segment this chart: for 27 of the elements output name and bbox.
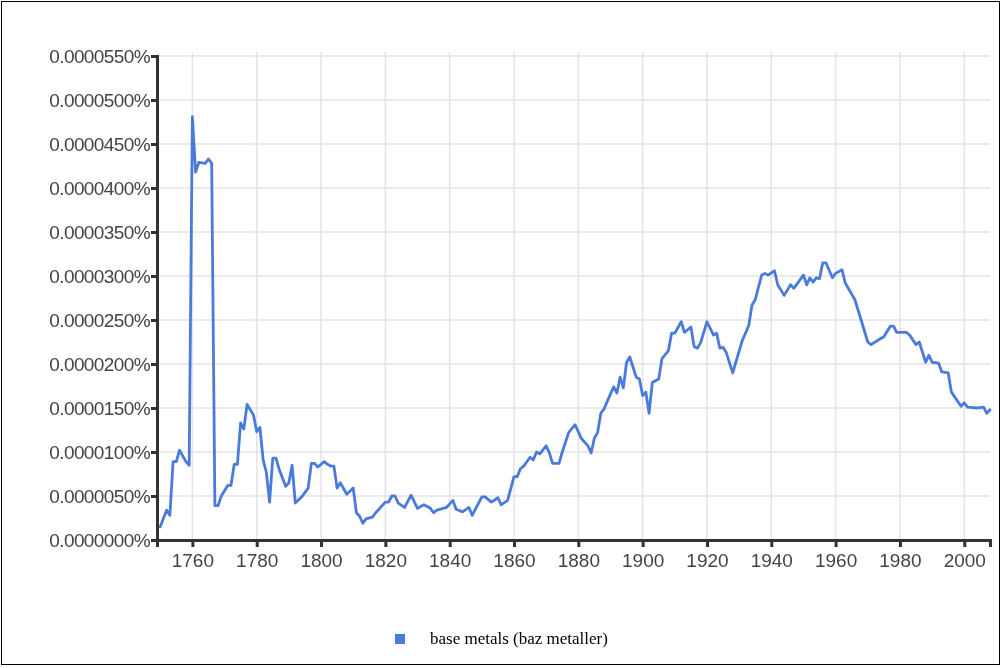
x-tick-label: 1960	[814, 550, 858, 572]
x-tick-label: 1940	[750, 550, 793, 572]
line-series	[158, 115, 992, 529]
x-tick-label: 1800	[300, 550, 343, 572]
y-tick-label: 0.0000350%	[49, 221, 151, 243]
x-tick-label: 1840	[429, 550, 472, 572]
y-tick-label: 0.0000100%	[49, 441, 151, 463]
x-tick-label: 1900	[622, 550, 665, 572]
x-tick-label: 1860	[493, 550, 536, 572]
y-tick-label: 0.0000500%	[49, 89, 151, 111]
y-tick-label: 0.0000150%	[49, 397, 151, 419]
x-tick-label: 1920	[686, 550, 729, 572]
y-tick-label: 0.0000400%	[49, 177, 151, 199]
y-tick-label: 0.0000250%	[49, 309, 151, 331]
x-tick-label: 1760	[171, 550, 215, 572]
x-tick-label: 1820	[364, 550, 407, 572]
y-tick-label: 0.0000000%	[49, 529, 151, 551]
x-tick-label: 1780	[236, 550, 279, 572]
legend-label: base metals (baz metaller)	[430, 629, 608, 648]
y-tick-label: 0.0000200%	[49, 353, 151, 375]
x-tick-label: 1880	[557, 550, 600, 572]
x-tick-label: 2000	[943, 550, 986, 572]
y-tick-label: 0.0000450%	[49, 133, 151, 155]
y-tick-label: 0.0000550%	[49, 45, 151, 67]
y-tick-label: 0.0000050%	[49, 485, 151, 507]
x-tick-label: 1980	[879, 550, 922, 572]
y-tick-label: 0.0000300%	[49, 265, 151, 287]
